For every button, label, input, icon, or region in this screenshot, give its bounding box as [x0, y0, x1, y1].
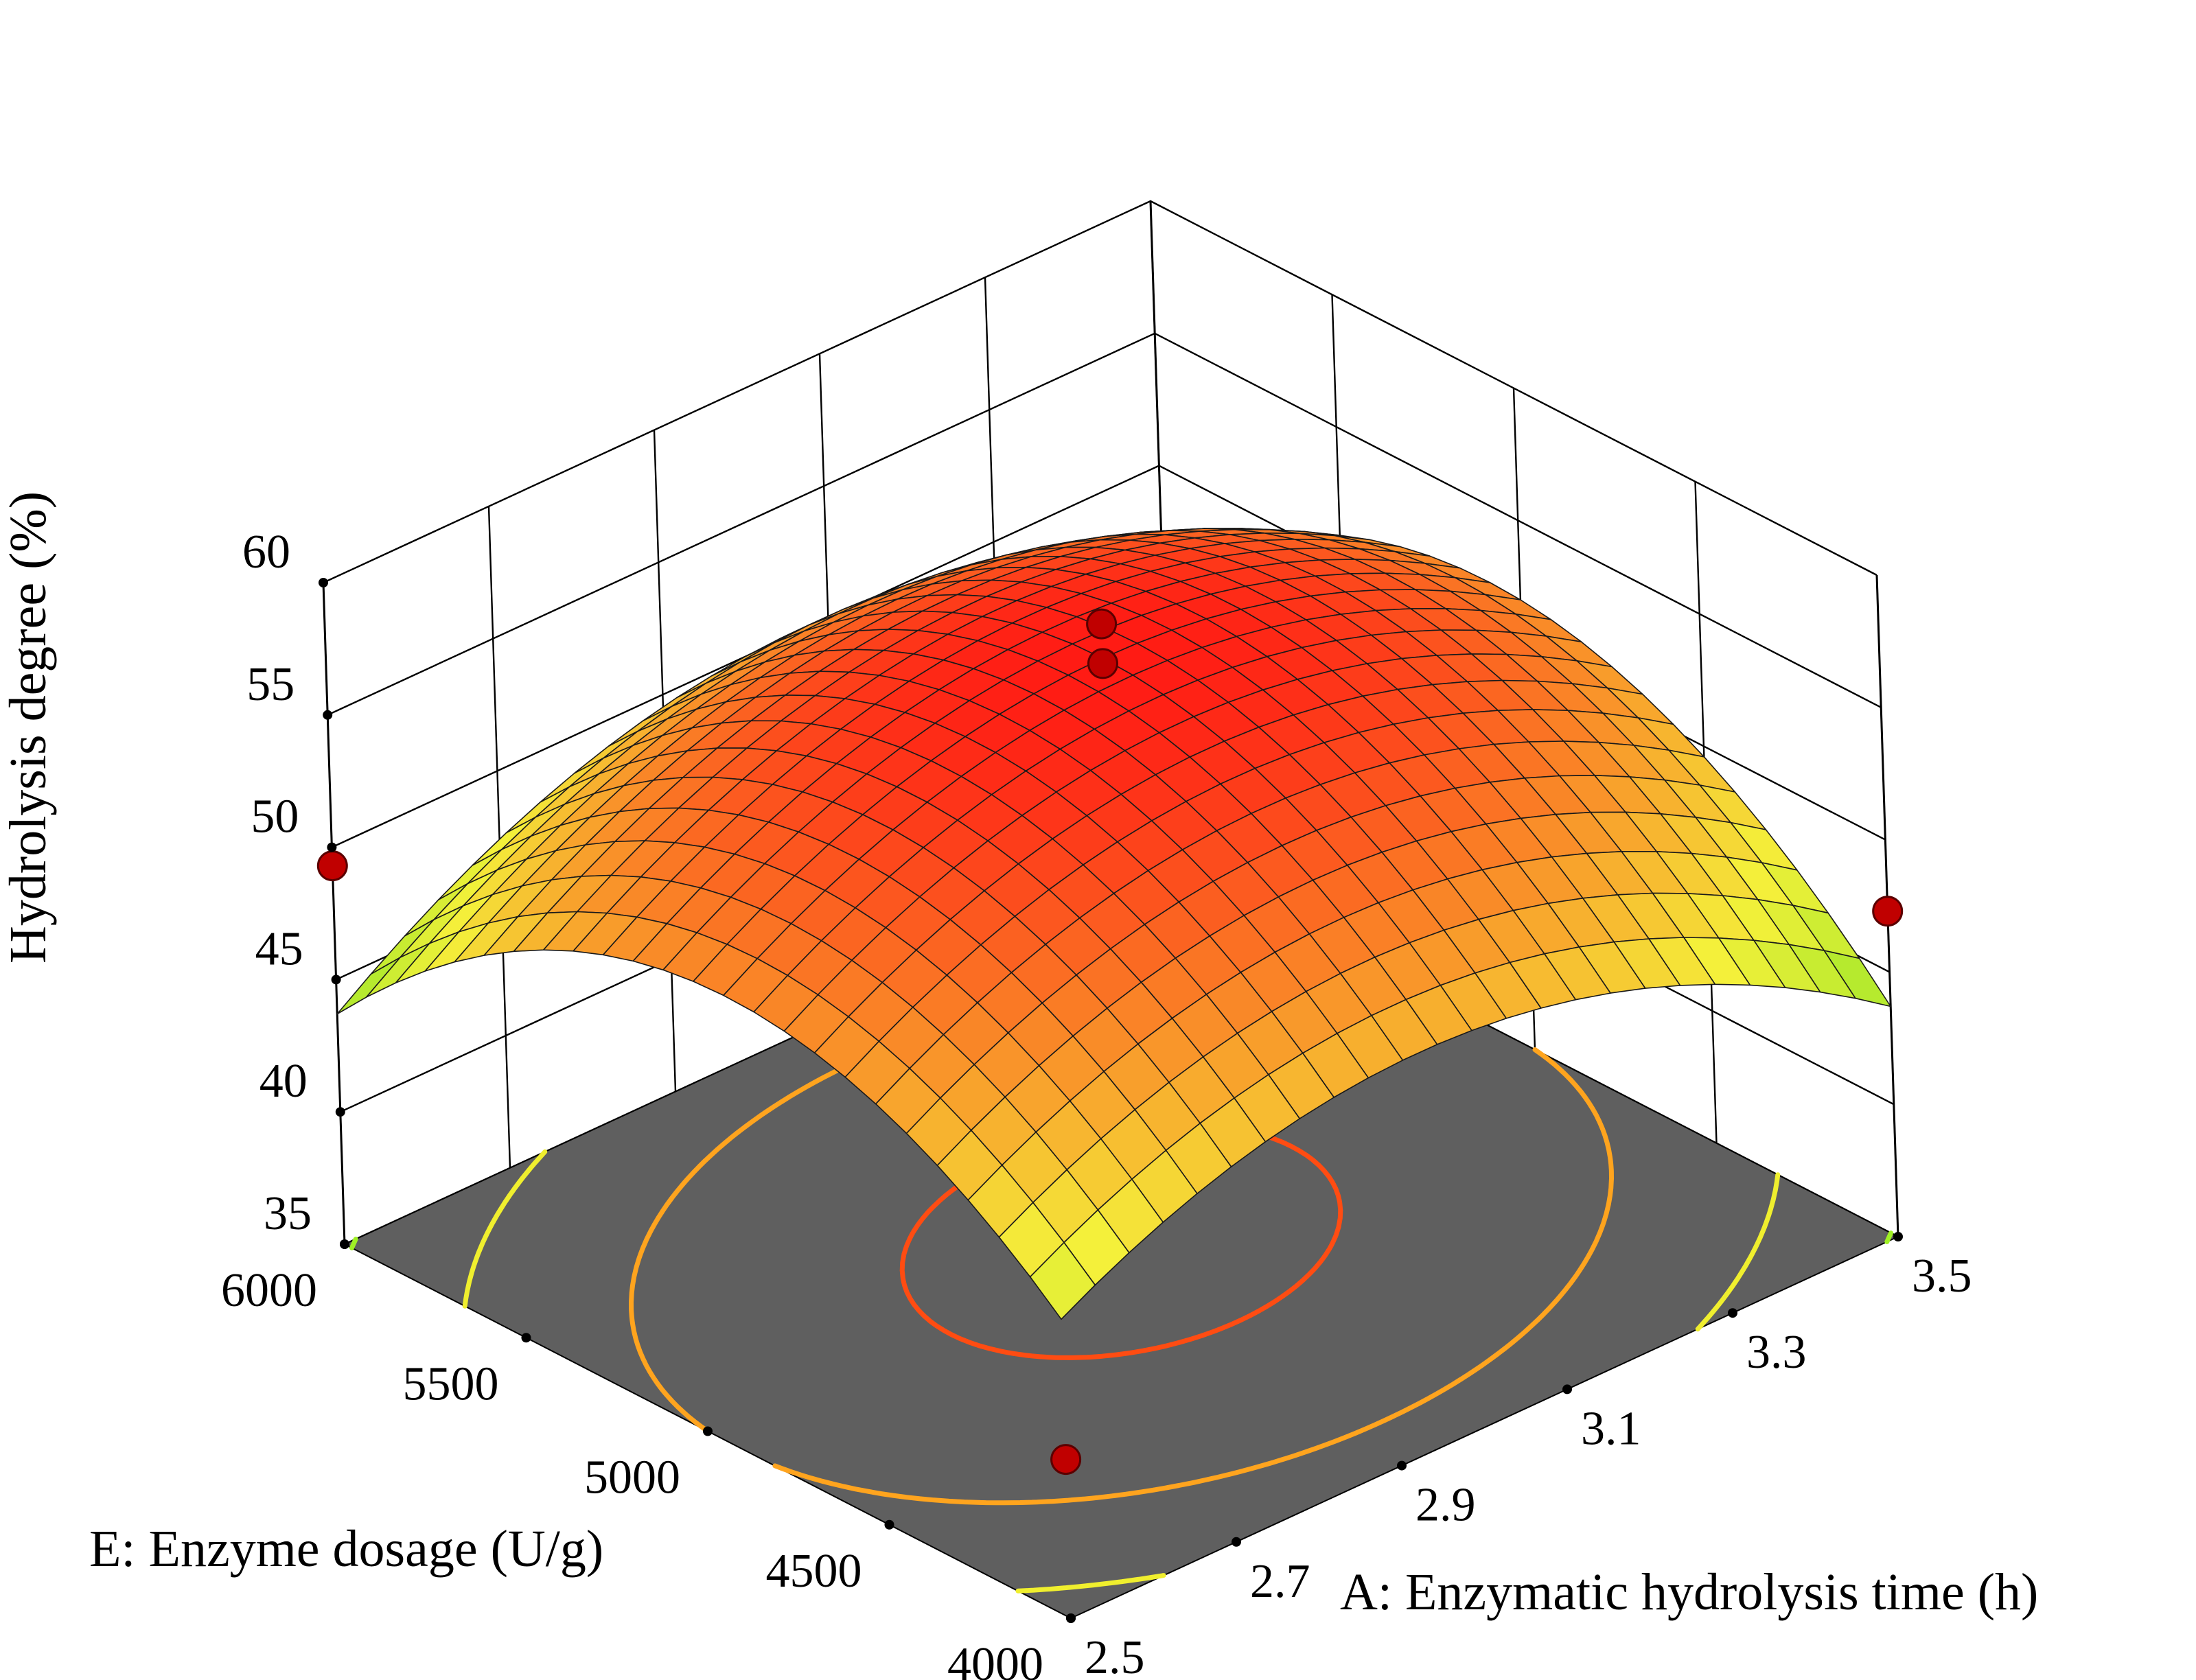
tick-labels: 35 40 45 50 55 60 2.5 2.7 2.9 3.1 3.3 3.5 4000 4500 50…	[221, 526, 1972, 1680]
design-point	[1050, 1444, 1082, 1475]
z-tick-mark	[319, 578, 328, 587]
y-tick-label-5000: 5000	[584, 1451, 680, 1504]
z-tick-mark	[327, 842, 337, 852]
y-tick-label-6000: 6000	[221, 1264, 317, 1317]
x-tick-mark	[1562, 1384, 1572, 1395]
surface-cell	[1029, 1241, 1096, 1320]
x-axis-title: A: Enzymatic hydrolysis time (h)	[1340, 1563, 2038, 1621]
x-tick-mark	[1397, 1460, 1407, 1471]
z-tick-label-50: 50	[251, 791, 299, 843]
z-tick-mark	[331, 975, 341, 985]
z-tick-label-60: 60	[242, 526, 290, 579]
y-tick-mark	[703, 1426, 713, 1436]
y-tick-label-4000: 4000	[947, 1638, 1043, 1680]
z-tick-mark	[323, 710, 333, 720]
x-tick-label-2.9: 2.9	[1415, 1479, 1476, 1532]
z-tick-label-45: 45	[255, 922, 303, 975]
x-tick-mark	[1728, 1308, 1737, 1318]
vertical-axis-edge	[322, 582, 346, 1245]
design-point	[1087, 648, 1118, 679]
contour-line-44	[349, 1230, 1893, 1250]
z-tick-label-35: 35	[264, 1187, 312, 1240]
y-tick-mark	[884, 1519, 894, 1530]
x-tick-label-3.5: 3.5	[1912, 1250, 1972, 1303]
x-gridline	[487, 506, 511, 1168]
y-tick-mark	[521, 1333, 531, 1343]
design-point	[1872, 896, 1904, 927]
y-tick-label-5500: 5500	[403, 1357, 499, 1410]
design-point	[316, 850, 348, 882]
x-tick-mark	[1232, 1537, 1241, 1547]
response-surface	[336, 528, 1891, 1320]
y-tick-label-4500: 4500	[766, 1545, 862, 1598]
z-tick-label-55: 55	[246, 658, 294, 711]
x-tick-label-3.1: 3.1	[1581, 1402, 1641, 1455]
z-tick-label-40: 40	[259, 1055, 308, 1108]
x-tick-label-2.5: 2.5	[1085, 1631, 1145, 1680]
z-axis-title: Hydrolysis degree (%)	[0, 491, 57, 964]
x-tick-mark	[1893, 1232, 1903, 1241]
z-tick-mark	[335, 1107, 345, 1117]
y-tick-mark	[1066, 1613, 1076, 1623]
y-axis-title: E: Enzyme dosage (U/g)	[89, 1520, 603, 1578]
design-points	[316, 608, 1904, 1475]
design-point	[1086, 608, 1118, 640]
y-tick-mark	[340, 1239, 349, 1249]
x-tick-label-2.7: 2.7	[1250, 1555, 1310, 1608]
x-tick-label-3.3: 3.3	[1746, 1326, 1807, 1379]
